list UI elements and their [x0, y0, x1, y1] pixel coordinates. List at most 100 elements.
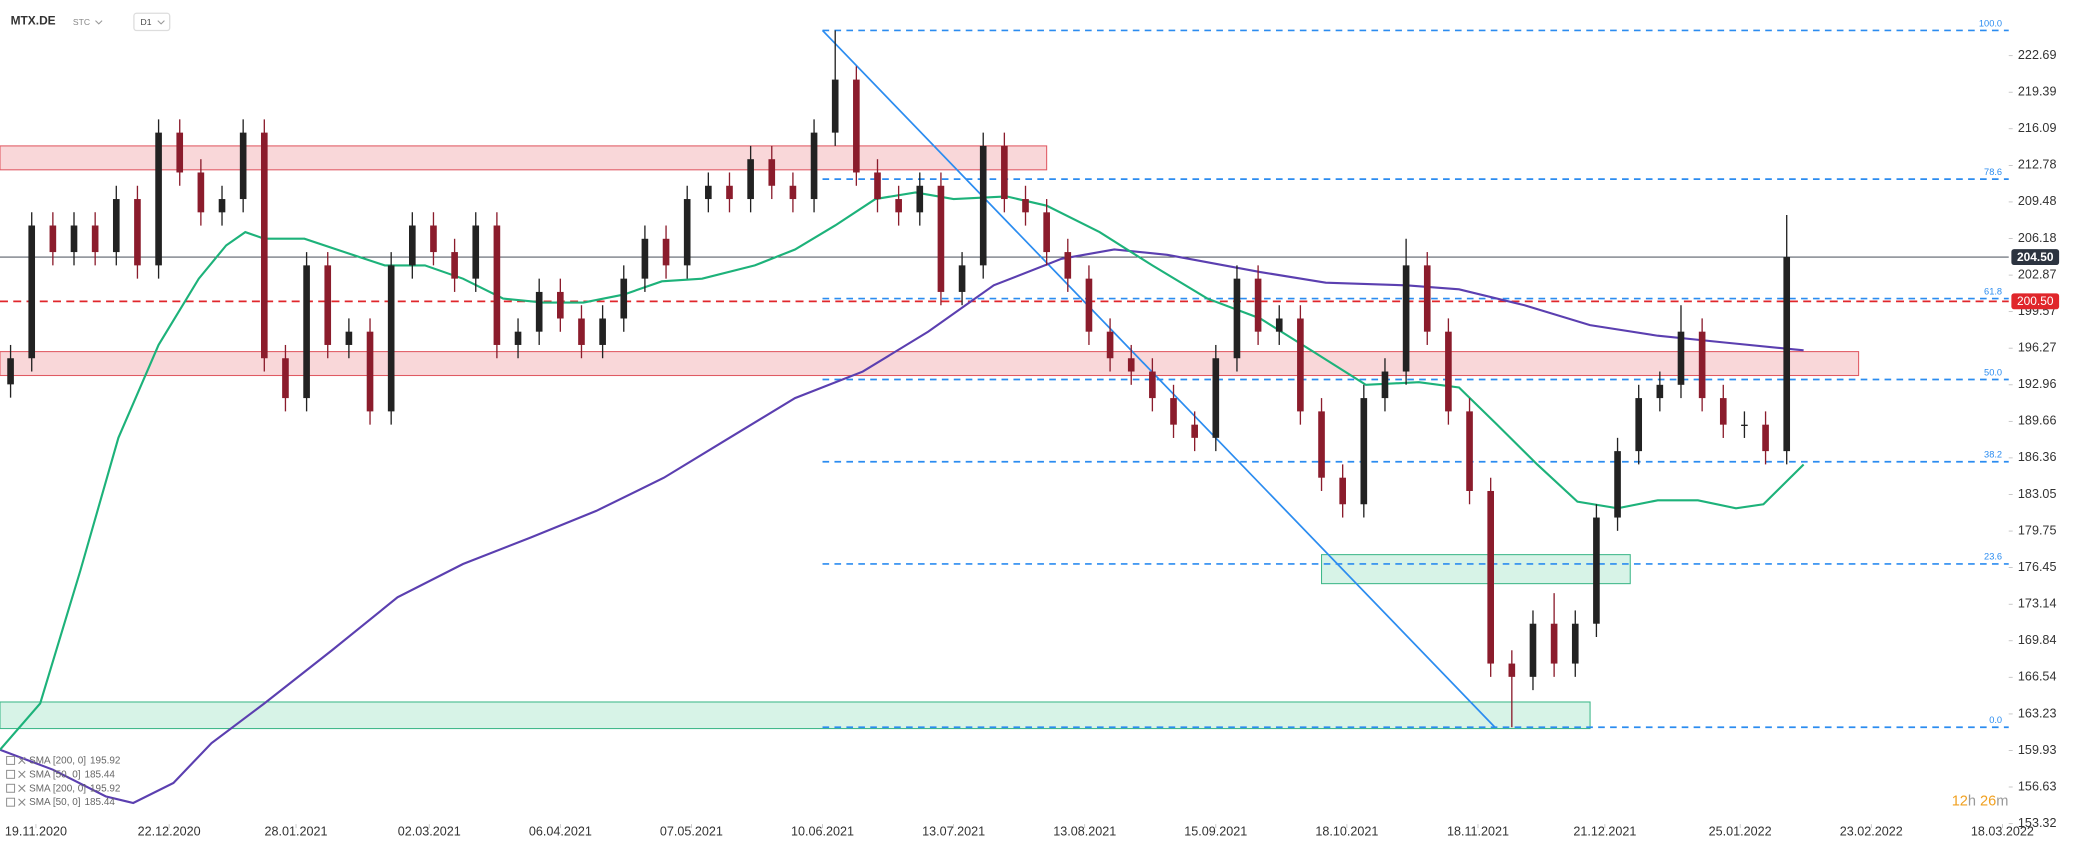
x-tick-label: 19.11.2020 — [5, 824, 67, 838]
y-tick-label: 192.96 — [2018, 377, 2057, 391]
candle-body — [1127, 358, 1135, 372]
y-tick-label: 169.84 — [2018, 633, 2057, 647]
candle-body — [705, 185, 712, 200]
timeframe[interactable]: D1 — [141, 17, 152, 27]
y-tick-label: 166.54 — [2018, 670, 2057, 684]
fib-label: 50.0 — [1984, 367, 2002, 377]
candle-body — [472, 225, 480, 279]
legend-close — [18, 756, 26, 765]
y-tick-label: 163.23 — [2018, 706, 2057, 720]
candle-body — [853, 79, 860, 173]
candle-body — [1149, 371, 1156, 399]
timer-minutes: 26 — [1980, 793, 1996, 809]
candle-body — [303, 265, 310, 399]
candle-body — [1297, 318, 1304, 412]
candle-body — [683, 199, 691, 266]
x-tick-label: 06.04.2021 — [529, 824, 592, 838]
plot: 100.0 78.6 61.8 50.0 38.2 23.6 0.0 — [0, 18, 2009, 805]
legend-value: 185.44 — [85, 769, 116, 780]
candle-body — [430, 225, 437, 253]
legend-label: SMA [50, 0] — [29, 769, 81, 780]
candle-body — [641, 238, 649, 279]
candle-body — [1593, 517, 1600, 624]
candle-body — [1466, 411, 1473, 491]
timer-hours: 12 — [1952, 793, 1968, 809]
dropdown-arrow — [95, 20, 103, 25]
candle-body — [112, 199, 120, 253]
candle-body — [958, 265, 966, 292]
candle-body — [1191, 424, 1198, 438]
candle-body — [916, 185, 924, 213]
fib-label: 38.2 — [1984, 450, 2002, 460]
candle-body — [1339, 477, 1346, 505]
candle-body — [197, 172, 205, 213]
candle-body — [768, 159, 776, 186]
candle-body — [1550, 623, 1558, 664]
moving-average — [0, 248, 1804, 805]
candle-body — [366, 331, 374, 412]
timer-m: m — [1996, 793, 2008, 809]
timer: 12h 26m — [1952, 793, 2009, 809]
legend-icon — [6, 769, 16, 779]
legend-close — [18, 798, 26, 806]
fib-label: 0.0 — [1989, 715, 2002, 725]
candle-body — [599, 318, 606, 345]
candle-body — [535, 291, 543, 332]
candle-body — [662, 238, 670, 266]
candle-body — [1402, 265, 1410, 372]
source-select[interactable]: STC — [73, 17, 103, 27]
y-tick-label: 159.93 — [2018, 743, 2057, 757]
zone — [0, 351, 1860, 377]
timer-h: h — [1968, 793, 1976, 809]
candle-body — [176, 132, 184, 173]
candle-body — [578, 318, 585, 345]
y-tick-label: 156.63 — [2018, 779, 2057, 793]
source[interactable]: STC — [73, 17, 90, 27]
candle-body — [91, 225, 99, 253]
candle-body — [1106, 331, 1114, 359]
legend-entry: SMA [200, 0] 195.92 — [29, 783, 121, 794]
zone — [1321, 554, 1631, 585]
candle-body — [937, 185, 945, 292]
candle-body — [1423, 265, 1431, 332]
x-tick-label: 07.05.2021 — [660, 824, 723, 838]
y-tick-label: 189.66 — [2018, 414, 2057, 428]
legend-entry: SMA [200, 0] 195.92 — [29, 755, 121, 766]
timeframe-select[interactable]: D1 — [133, 12, 171, 32]
candle-body — [134, 199, 141, 266]
candle-body — [282, 358, 289, 399]
candle-body — [831, 79, 839, 133]
x-tick-label: 15.09.2021 — [1184, 824, 1247, 838]
x-tick-label: 28.01.2021 — [265, 824, 328, 838]
y-tick-label: 176.45 — [2018, 560, 2057, 574]
x-tick-label: 02.03.2021 — [398, 824, 461, 838]
fib-label: 100.0 — [1979, 18, 2002, 28]
candle-body — [1381, 371, 1389, 399]
candle-body — [789, 185, 797, 200]
candle-body — [1275, 318, 1283, 332]
candle-body — [1170, 398, 1177, 425]
y-tick-label: 219.39 — [2018, 85, 2057, 99]
x-tick-label: 10.06.2021 — [791, 824, 854, 838]
candle-body — [557, 291, 564, 319]
fib-label: 23.6 — [1984, 552, 2002, 562]
y-tick-label: 183.05 — [2018, 487, 2057, 501]
axes: 222.69 219.39 216.09 212.78 209.48 206.18 202.… — [5, 48, 2060, 838]
candle-body — [1064, 252, 1072, 279]
candle-body — [1698, 331, 1706, 399]
x-tick-label: 18.11.2021 — [1447, 824, 1509, 838]
fib-label: 78.6 — [1984, 167, 2002, 177]
y-tick-label: 209.48 — [2018, 194, 2057, 208]
candle-body — [1212, 358, 1220, 438]
candle-body — [620, 278, 628, 319]
candle-body — [810, 132, 818, 200]
zone — [0, 701, 1591, 730]
candle-body — [409, 225, 416, 266]
y-tick-label: 216.09 — [2018, 121, 2057, 135]
candle-body — [1741, 424, 1748, 426]
candle-body — [155, 132, 162, 266]
legend-value: 195.92 — [90, 783, 121, 794]
candle-body — [1762, 424, 1769, 452]
timeframe-box[interactable] — [133, 12, 171, 32]
candle-body — [1508, 663, 1516, 677]
